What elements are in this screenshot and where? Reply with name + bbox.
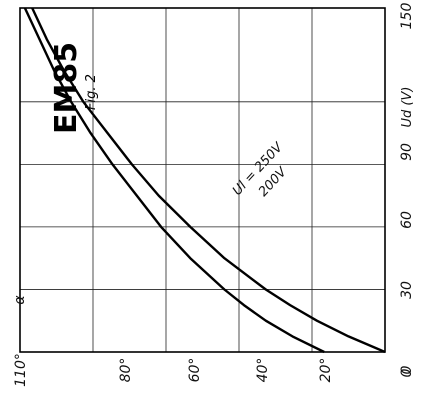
x-tick-label: 20° — [318, 358, 334, 383]
x-tick-label: 40° — [255, 358, 271, 383]
figure-label: Fig. 2 — [84, 74, 99, 110]
y-tick-label: 60 — [399, 211, 415, 229]
series-line-200v — [23, 7, 325, 354]
y-axis-label: Ud (V) — [400, 87, 415, 128]
y-tick-labels: 0 30 60 90 150 — [399, 3, 415, 378]
y-tick-label: 150 — [399, 3, 415, 30]
y-tick-label: 90 — [399, 143, 415, 161]
x-axis-label: α — [12, 295, 28, 305]
y-tick-label: 0 — [399, 368, 415, 377]
y-tick-label: 30 — [399, 281, 415, 299]
title-block: EM85 Fig. 2 — [49, 42, 99, 134]
grid — [19, 7, 386, 353]
series-line-250v — [31, 7, 386, 354]
curves — [23, 7, 386, 354]
x-tick-label: 60° — [187, 358, 203, 383]
chart-title: EM85 — [49, 42, 84, 134]
x-tick-label: 110° — [13, 353, 29, 387]
x-tick-labels: 0 20° 40° 60° 80° 110° — [13, 353, 415, 387]
x-tick-label: 80° — [118, 358, 134, 383]
plot-frame — [19, 7, 386, 353]
x-tick-label: 0 — [399, 365, 415, 374]
